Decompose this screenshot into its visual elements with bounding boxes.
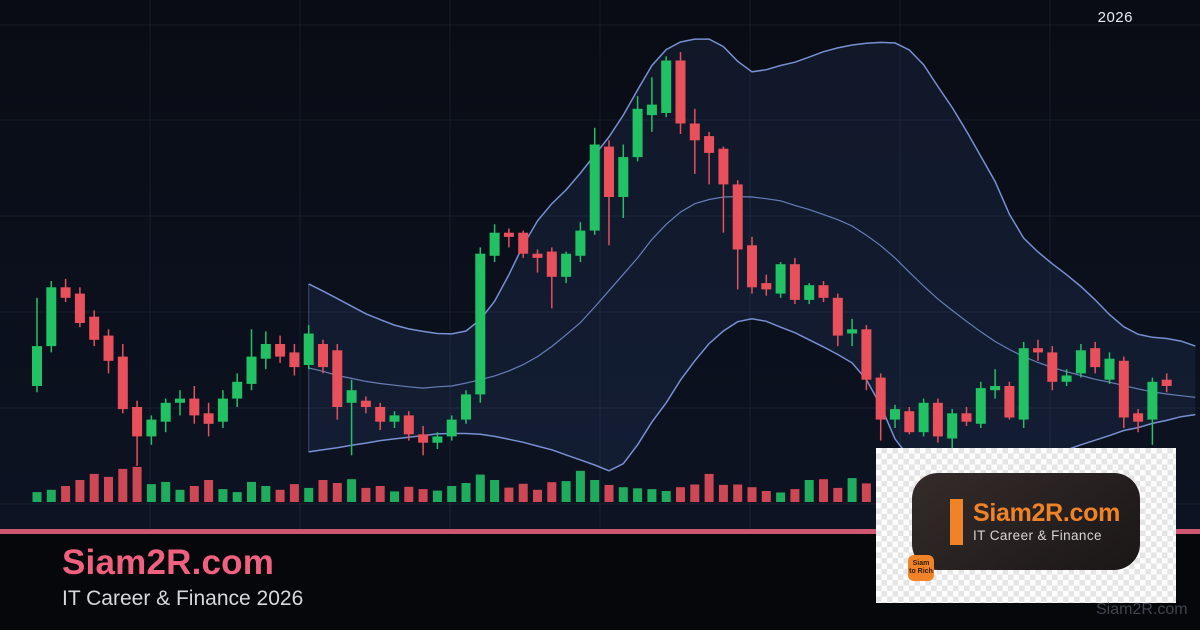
year-label: 2026 — [1097, 9, 1133, 26]
logo-accent-bar — [950, 498, 963, 545]
logo-plate: Siam2R.com IT Career & Finance — [912, 473, 1140, 570]
logo-card-transparency-checker: Siam2R.com IT Career & Finance Siam to R… — [876, 448, 1176, 603]
badge-line-1: Siam — [912, 559, 930, 567]
candles — [32, 52, 1172, 466]
footer-tagline: IT Career & Finance 2026 — [62, 587, 304, 610]
badge-line-2: to Rich — [909, 568, 933, 575]
watermark: Siam2R.com — [1096, 601, 1188, 618]
chart-background — [0, 0, 1200, 534]
siam-to-rich-badge: Siam to Rich — [908, 555, 934, 581]
candlestick-chart — [0, 0, 1200, 529]
logo-tagline: IT Career & Finance — [973, 528, 1102, 544]
pink-divider-line — [0, 529, 1200, 534]
upper-band — [308, 38, 1196, 347]
footer-brand: Siam2R.com — [62, 543, 275, 582]
logo-brand: Siam2R.com — [973, 498, 1121, 527]
logo-texts: Siam2R.com IT Career & Finance — [973, 500, 1120, 543]
